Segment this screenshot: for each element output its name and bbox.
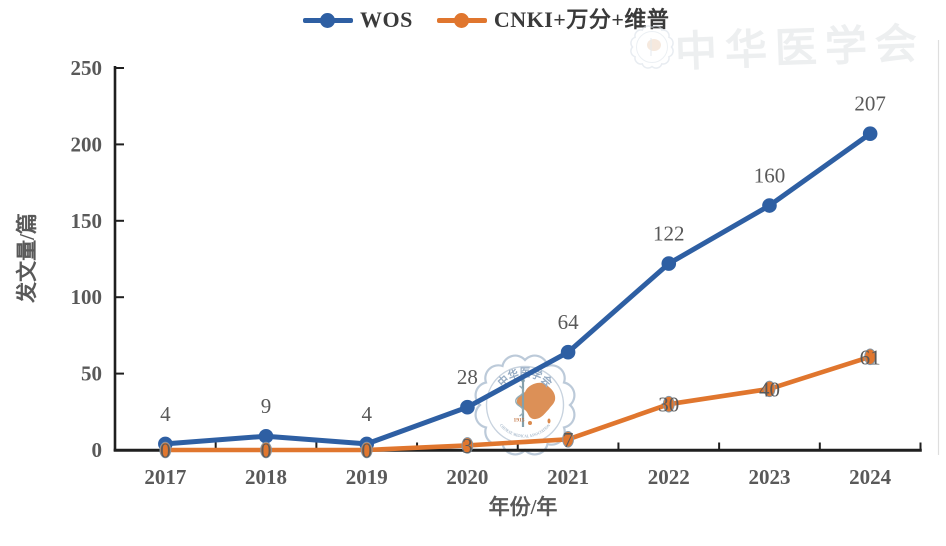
cnki-legend-marker [436, 12, 487, 28]
x-tick-label: 2024 [849, 465, 892, 489]
wos-data-label: 4 [361, 402, 372, 426]
calligraphy-watermark: 中华医学会 [674, 21, 926, 77]
wos-series-line [162, 131, 873, 447]
wos-data-marker [661, 256, 677, 271]
logo-snake-icon [515, 385, 524, 417]
logo-china-map-icon [516, 382, 556, 420]
wos-data-label: 160 [754, 164, 786, 188]
logo-island-icon [547, 418, 551, 424]
y-tick-label: 200 [71, 132, 103, 156]
cnki-data-label: 7 [563, 428, 574, 452]
cnki-data-marker [864, 348, 877, 366]
wos-data-label: 122 [653, 222, 685, 246]
x-tick-label: 2017 [144, 465, 186, 489]
wos-data-label: 207 [854, 92, 886, 116]
top-right-watermark: 中华医学会 [630, 21, 926, 77]
cnki-data-marker [461, 437, 474, 454]
cnki-data-label: 30 [658, 393, 679, 417]
legend-item-wos: WOS [303, 9, 413, 31]
cnki-data-label: 40 [759, 377, 780, 401]
mini-logo-ring-icon [630, 25, 674, 69]
cnki-data-label: 61 [860, 345, 881, 369]
wos-data-marker [862, 126, 878, 142]
wos-data-marker [762, 198, 777, 213]
cnki-data-label: 3 [462, 434, 473, 458]
y-tick-label: 0 [92, 438, 103, 462]
wos-legend-dot-icon [320, 12, 335, 28]
wos-data-label: 4 [160, 402, 171, 426]
cnki-data-label: 0 [261, 439, 272, 463]
x-tick-label: 2021 [547, 465, 589, 489]
cnki-data-label: 0 [361, 439, 372, 463]
x-tick-label: 2022 [648, 465, 690, 489]
wos-data-marker [560, 344, 576, 360]
logo-founded-year: 1915 [514, 418, 525, 424]
cnki-data-marker [763, 380, 776, 398]
y-tick-label: 100 [71, 285, 103, 309]
x-axis-title: 年份/年 [489, 495, 558, 519]
cnki-legend-dot-icon [453, 12, 469, 28]
legend-item-cnki: CNKI+万分+维普 [436, 7, 670, 32]
legend-label-cnki: CNKI+万分+维普 [493, 7, 670, 32]
legend-label-wos: WOS [360, 7, 413, 32]
wos-data-label: 64 [558, 310, 580, 334]
y-tick-label: 250 [71, 56, 103, 80]
wos-data-label: 28 [457, 365, 478, 389]
cnki-data-label: 0 [160, 439, 171, 463]
y-tick-label: 50 [81, 362, 102, 386]
x-tick-label: 2023 [748, 465, 790, 489]
wos-data-label: 9 [261, 394, 272, 418]
cnki-data-marker [159, 441, 172, 459]
y-axis-title: 发文量/篇 [15, 213, 39, 304]
x-tick-label: 2018 [245, 465, 287, 489]
cnki-data-marker [360, 441, 373, 459]
wos-legend-marker [303, 12, 353, 28]
chart-legend: WOS CNKI+万分+维普 [303, 9, 669, 31]
mini-logo-map-icon [647, 39, 661, 51]
wos-data-marker [460, 399, 475, 415]
x-tick-label: 2020 [446, 465, 488, 489]
cnki-data-marker [562, 431, 574, 448]
x-tick-label: 2019 [346, 465, 388, 489]
y-tick-label: 150 [71, 209, 103, 233]
mini-logo-circle-icon [636, 31, 668, 63]
wos-data-marker [258, 428, 274, 444]
logo-island-icon [528, 421, 532, 425]
cnki-data-marker [662, 395, 675, 413]
cnki-data-marker [260, 441, 272, 459]
cnki-series-line [163, 354, 873, 453]
